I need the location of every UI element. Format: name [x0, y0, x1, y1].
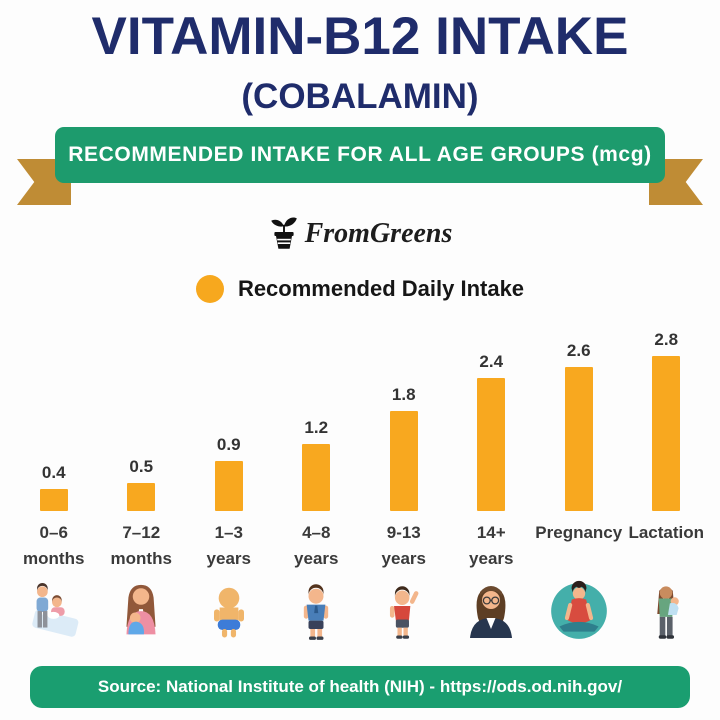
woman-holding-baby-icon	[635, 576, 697, 644]
mother-holding-infant-icon	[110, 576, 172, 644]
category-label: 9-13 years	[381, 523, 426, 569]
category-label: 7–12 months	[110, 523, 172, 569]
category-label: 1–3 years	[206, 523, 251, 569]
bar-value-label: 0.4	[41, 463, 66, 482]
brand-name: FromGreens	[304, 218, 453, 249]
source-text: Source: National Institute of health (NI…	[97, 677, 623, 696]
bar-value-label: 2.4	[479, 352, 504, 371]
bar	[389, 411, 418, 511]
banner-ribbon: RECOMMENDED INTAKE FOR ALL AGE GROUPS (m…	[0, 127, 720, 207]
legend-label: Recommended Daily Intake	[237, 276, 525, 301]
bar-value-label: 0.9	[216, 435, 241, 454]
source-band: Source: National Institute of health (NI…	[30, 666, 690, 708]
category-label: Pregnancy	[535, 523, 623, 542]
bar	[127, 483, 156, 511]
chart-column: 2.4 14+ years	[448, 329, 536, 644]
bar	[214, 461, 243, 511]
chart-column: 1.2 4–8 years	[273, 329, 361, 644]
bar	[564, 367, 593, 511]
chart-column: 1.8 9-13 years	[360, 329, 448, 644]
bar	[39, 489, 68, 511]
young-boy-icon	[286, 576, 346, 644]
bar	[477, 378, 506, 511]
chart-column: 0.5 7–12 months	[98, 329, 186, 644]
bar-chart: 0.4 0–6 months 0.5 7–12 months 0.9 1–3 years 1…	[0, 329, 720, 644]
toddler-in-diaper-icon	[199, 576, 259, 644]
bar-value-label: 1.2	[304, 418, 329, 437]
chart-column: 0.9 1–3 years	[185, 329, 273, 644]
family-with-newborn-icon	[23, 576, 85, 644]
chart-column: 2.6 Pregnancy	[535, 329, 623, 644]
legend-swatch-icon	[195, 275, 224, 303]
boy-waving-icon	[375, 576, 433, 644]
category-label: Lactation	[628, 523, 705, 542]
bar-value-label: 0.5	[129, 457, 154, 476]
brand-logo: FromGreens	[0, 211, 720, 257]
source-footer: Source: National Institute of health (NI…	[0, 666, 720, 708]
bar-value-label: 1.8	[391, 385, 416, 404]
bar-value-label: 2.6	[566, 341, 591, 360]
page-title: VITAMIN-B12 INTAKE	[91, 7, 629, 66]
chart-column: 0.4 0–6 months	[10, 329, 98, 644]
adult-woman-icon	[459, 576, 523, 644]
pregnant-woman-meditating-icon	[546, 576, 612, 644]
banner-band: RECOMMENDED INTAKE FOR ALL AGE GROUPS (m…	[55, 127, 665, 183]
chart-legend: Recommended Daily Intake	[0, 273, 720, 305]
chart-column: 2.8 Lactation	[623, 329, 711, 644]
category-label: 14+ years	[469, 523, 514, 569]
bar	[652, 356, 681, 511]
potted-plant-icon	[268, 214, 300, 255]
banner-text: RECOMMENDED INTAKE FOR ALL AGE GROUPS (m…	[68, 143, 652, 166]
category-label: 4–8 years	[294, 523, 339, 569]
bar-value-label: 2.8	[654, 330, 679, 349]
bar	[302, 444, 331, 511]
page-subtitle: (COBALAMIN)	[241, 77, 479, 116]
category-label: 0–6 months	[23, 523, 85, 569]
